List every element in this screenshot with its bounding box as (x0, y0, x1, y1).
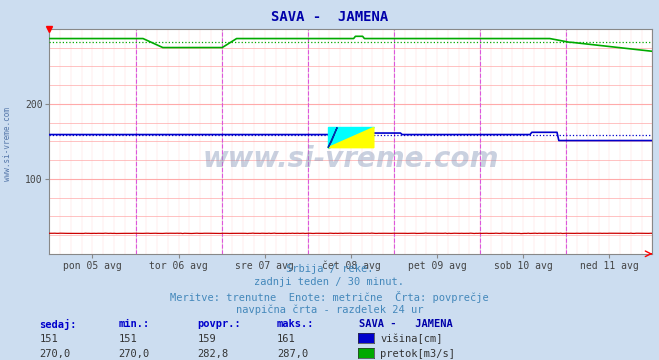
Text: min.:: min.: (119, 319, 150, 329)
Text: www.si-vreme.com: www.si-vreme.com (3, 107, 13, 181)
Text: 151: 151 (40, 334, 58, 344)
Polygon shape (328, 127, 374, 148)
Text: maks.:: maks.: (277, 319, 314, 329)
Text: navpična črta - razdelek 24 ur: navpična črta - razdelek 24 ur (236, 305, 423, 315)
Text: SAVA -  JAMENA: SAVA - JAMENA (271, 10, 388, 24)
Text: 151: 151 (119, 334, 137, 344)
Text: 270,0: 270,0 (119, 349, 150, 359)
Text: www.si-vreme.com: www.si-vreme.com (203, 145, 499, 173)
Text: 270,0: 270,0 (40, 349, 71, 359)
Text: 161: 161 (277, 334, 295, 344)
Text: povpr.:: povpr.: (198, 319, 241, 329)
Text: SAVA -   JAMENA: SAVA - JAMENA (359, 319, 453, 329)
Text: 159: 159 (198, 334, 216, 344)
Text: 287,0: 287,0 (277, 349, 308, 359)
Text: Meritve: trenutne  Enote: metrične  Črta: povprečje: Meritve: trenutne Enote: metrične Črta: … (170, 291, 489, 303)
Text: sedaj:: sedaj: (40, 319, 77, 330)
Text: višina[cm]: višina[cm] (380, 334, 443, 344)
Polygon shape (328, 127, 374, 148)
Text: Srbija / reke.: Srbija / reke. (286, 264, 373, 274)
Text: 282,8: 282,8 (198, 349, 229, 359)
Text: pretok[m3/s]: pretok[m3/s] (380, 349, 455, 359)
Text: zadnji teden / 30 minut.: zadnji teden / 30 minut. (254, 277, 405, 287)
Polygon shape (328, 127, 337, 148)
